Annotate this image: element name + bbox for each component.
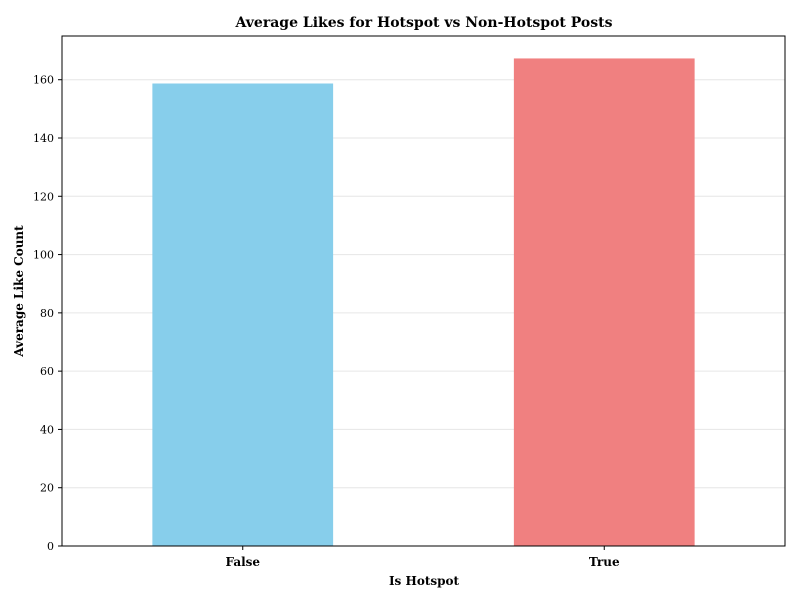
x-tick-label: False [225,555,260,569]
bars [152,58,695,546]
y-tick-label: 0 [47,540,54,553]
y-tick-label: 140 [33,132,54,145]
y-tick-label: 40 [40,423,54,436]
chart-title: Average Likes for Hotspot vs Non-Hotspot… [235,15,613,31]
bar-false [152,83,334,546]
x-tick-label: True [589,555,620,569]
y-axis-ticks: 0 20 40 60 80 100 120 140 160 [33,74,62,553]
y-tick-label: 100 [33,249,54,262]
y-tick-label: 120 [33,190,54,203]
y-tick-label: 60 [40,365,54,378]
bar-true [513,58,695,546]
plot-area-frame [61,35,786,547]
y-tick-label: 80 [40,307,54,320]
x-axis-ticks: False True [225,546,620,569]
y-tick-label: 160 [33,74,54,87]
y-axis-label: Average Like Count [12,225,26,358]
y-tick-label: 20 [40,482,54,495]
x-axis-label: Is Hotspot [389,574,460,588]
